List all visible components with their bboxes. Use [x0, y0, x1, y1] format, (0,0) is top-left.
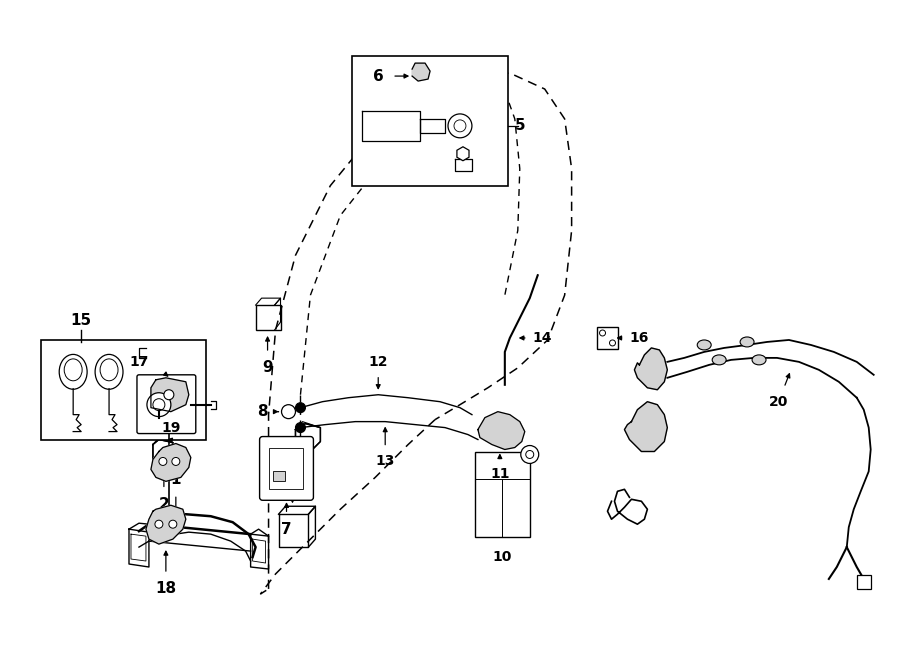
Circle shape: [609, 340, 616, 346]
Polygon shape: [153, 440, 173, 461]
Text: 7: 7: [281, 522, 292, 537]
Ellipse shape: [752, 355, 766, 365]
Circle shape: [172, 457, 180, 465]
Bar: [268, 447, 303, 489]
Circle shape: [454, 120, 466, 132]
Ellipse shape: [698, 340, 711, 350]
Ellipse shape: [59, 354, 87, 389]
Circle shape: [521, 446, 539, 463]
Ellipse shape: [740, 337, 754, 347]
Text: 8: 8: [257, 404, 268, 419]
Text: 19: 19: [161, 420, 181, 434]
Text: 12: 12: [368, 355, 388, 369]
Text: 2: 2: [158, 497, 169, 512]
Bar: [352, 56, 508, 186]
Text: 20: 20: [770, 395, 788, 408]
Bar: [475, 453, 530, 537]
Circle shape: [448, 114, 472, 137]
Polygon shape: [151, 378, 189, 412]
Text: 1: 1: [171, 472, 181, 487]
Text: 13: 13: [375, 455, 395, 469]
Circle shape: [282, 405, 295, 418]
Circle shape: [159, 457, 166, 465]
Circle shape: [295, 422, 305, 432]
Polygon shape: [146, 505, 185, 544]
Ellipse shape: [64, 359, 82, 381]
Text: 15: 15: [70, 313, 92, 328]
Text: 17: 17: [130, 355, 148, 369]
Bar: [857, 575, 870, 589]
Text: 3: 3: [287, 467, 298, 482]
Polygon shape: [625, 402, 667, 451]
Ellipse shape: [95, 354, 123, 389]
Circle shape: [147, 393, 171, 416]
Text: 14: 14: [532, 331, 552, 345]
Polygon shape: [151, 444, 191, 481]
Polygon shape: [412, 63, 430, 81]
Ellipse shape: [100, 359, 118, 381]
Text: 4: 4: [302, 482, 313, 497]
Text: 16: 16: [630, 331, 649, 345]
FancyBboxPatch shape: [137, 375, 196, 434]
Circle shape: [164, 390, 174, 400]
Circle shape: [169, 520, 176, 528]
Polygon shape: [295, 424, 320, 449]
Circle shape: [599, 330, 606, 336]
Text: 6: 6: [373, 69, 383, 83]
Text: 5: 5: [515, 118, 525, 134]
Circle shape: [295, 403, 305, 412]
FancyBboxPatch shape: [259, 436, 313, 500]
Text: 9: 9: [262, 360, 273, 375]
Polygon shape: [634, 348, 667, 390]
Text: 18: 18: [156, 582, 176, 596]
Ellipse shape: [712, 355, 726, 365]
Text: 10: 10: [492, 550, 511, 564]
Bar: [273, 471, 284, 481]
Circle shape: [155, 520, 163, 528]
Bar: [256, 305, 281, 330]
Polygon shape: [478, 412, 525, 449]
Text: 11: 11: [491, 467, 509, 481]
Circle shape: [153, 399, 165, 410]
Circle shape: [526, 451, 534, 459]
Bar: [41, 340, 206, 440]
